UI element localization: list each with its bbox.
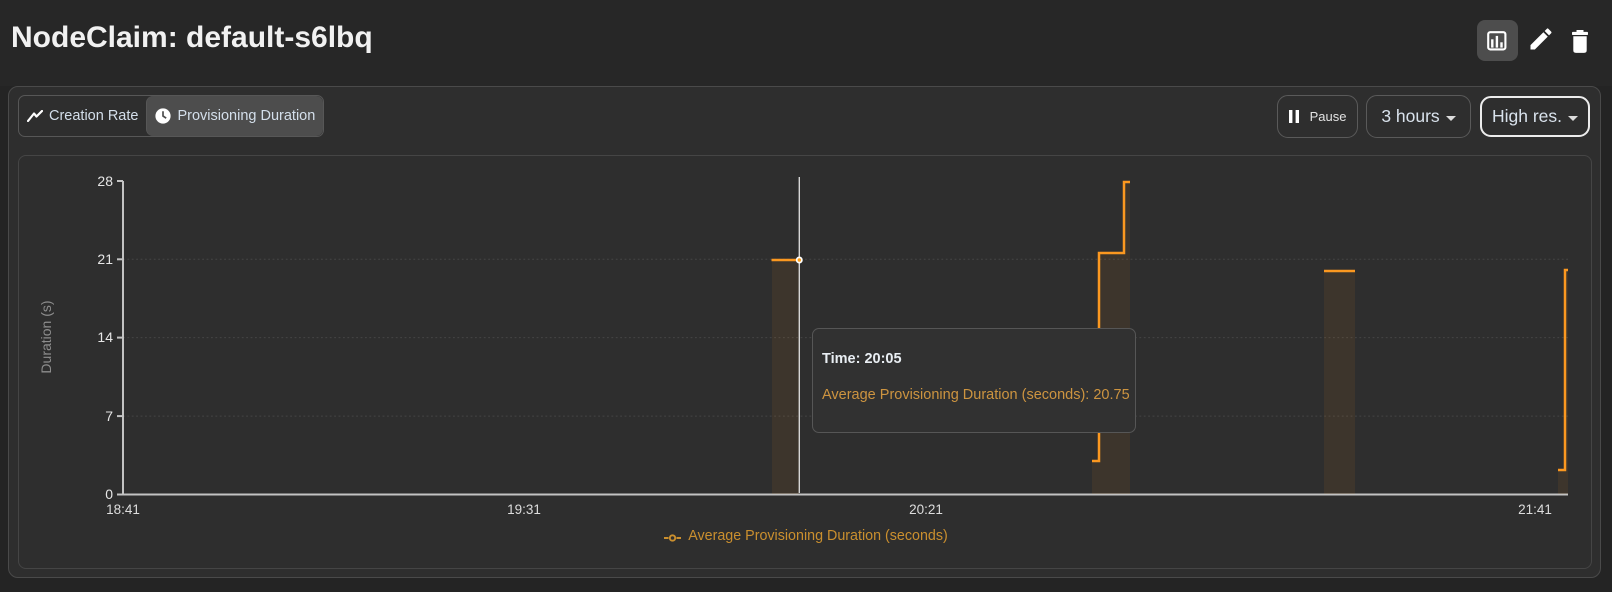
svg-text:0: 0 (105, 486, 113, 502)
svg-text:21:41: 21:41 (1518, 502, 1552, 517)
svg-text:18:41: 18:41 (106, 502, 140, 517)
svg-text:21: 21 (97, 251, 113, 267)
svg-text:7: 7 (105, 408, 113, 424)
svg-text:20:21: 20:21 (909, 502, 943, 517)
svg-text:14: 14 (97, 329, 113, 345)
svg-text:28: 28 (97, 173, 113, 189)
svg-text:19:31: 19:31 (507, 502, 541, 517)
